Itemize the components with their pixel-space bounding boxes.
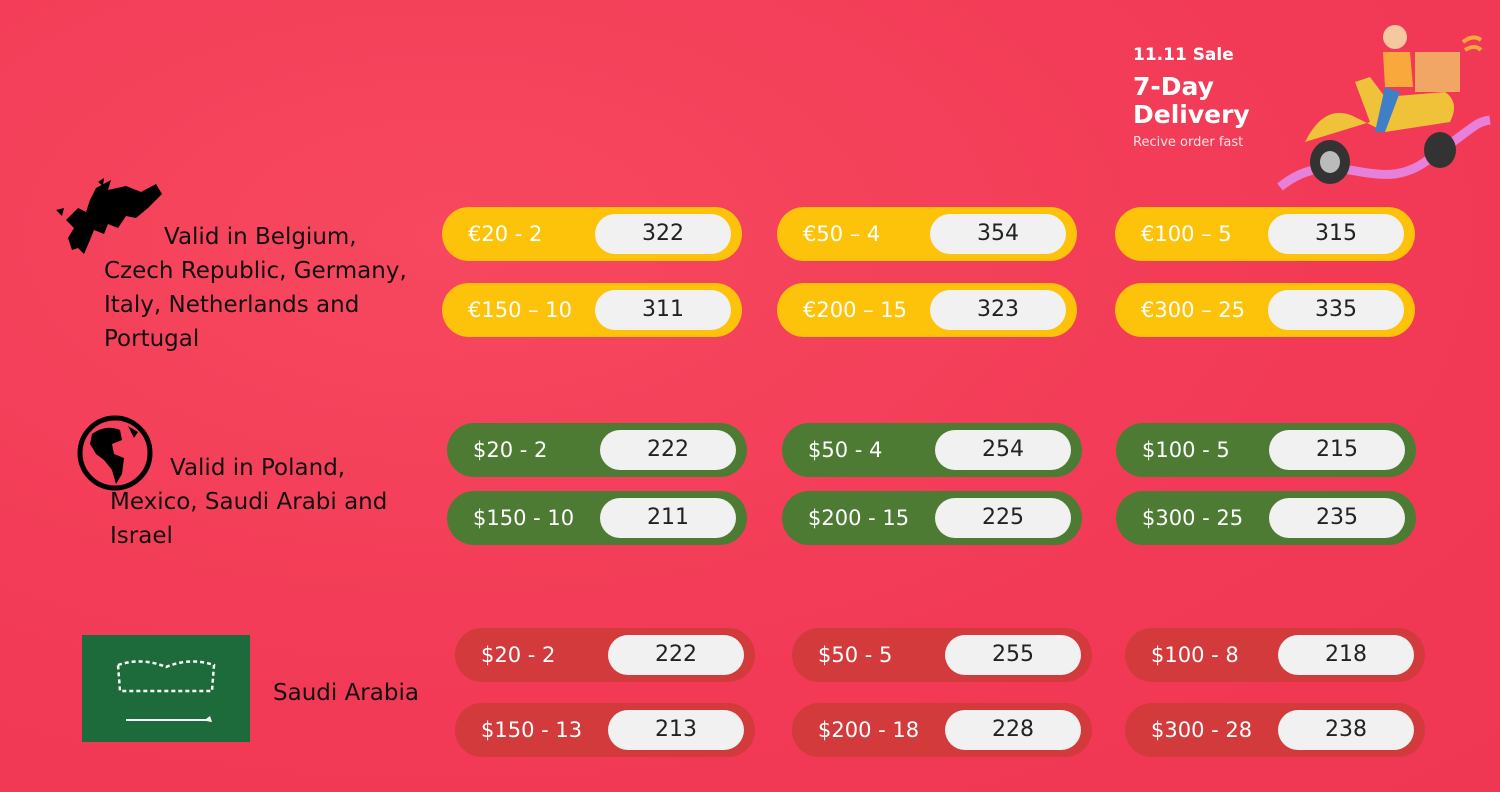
europe-map-icon bbox=[56, 178, 162, 254]
coupon-amount: $20 - 2 bbox=[473, 438, 548, 462]
group-label-saudi: Saudi Arabia bbox=[273, 680, 419, 706]
coupon-pill[interactable]: $200 - 15 225 bbox=[782, 491, 1082, 545]
coupon-code[interactable]: 323 bbox=[930, 290, 1066, 330]
coupon-amount: €200 – 15 bbox=[803, 298, 908, 322]
coupon-code[interactable]: 322 bbox=[595, 214, 731, 254]
coupon-code[interactable]: 311 bbox=[595, 290, 731, 330]
coupon-pill[interactable]: $150 - 10 211 bbox=[447, 491, 747, 545]
coupon-pill[interactable]: €100 – 5 315 bbox=[1115, 207, 1415, 261]
scooter-delivery-illustration bbox=[1277, 25, 1491, 191]
coupon-pill[interactable]: $20 - 2 222 bbox=[455, 628, 755, 682]
coupon-pill[interactable]: $50 - 5 255 bbox=[792, 628, 1092, 682]
headline: 7-Day Delivery bbox=[1133, 73, 1250, 129]
coupon-amount: $50 - 5 bbox=[818, 643, 893, 667]
headline-line-1: 7-Day bbox=[1133, 72, 1214, 101]
coupon-pill[interactable]: $20 - 2 222 bbox=[447, 423, 747, 477]
coupon-code[interactable]: 315 bbox=[1268, 214, 1404, 254]
coupon-pill[interactable]: $200 - 18 228 bbox=[792, 703, 1092, 757]
coupon-amount: $200 - 15 bbox=[808, 506, 910, 530]
coupon-pill[interactable]: $100 - 5 215 bbox=[1116, 423, 1416, 477]
coupon-pill[interactable]: €200 – 15 323 bbox=[777, 283, 1077, 337]
coupon-pill[interactable]: $100 - 8 218 bbox=[1125, 628, 1425, 682]
coupon-amount: $100 - 5 bbox=[1142, 438, 1230, 462]
coupon-code[interactable]: 225 bbox=[935, 498, 1071, 538]
coupon-pill[interactable]: €300 – 25 335 bbox=[1115, 283, 1415, 337]
coupon-code[interactable]: 215 bbox=[1269, 430, 1405, 470]
coupon-code[interactable]: 213 bbox=[608, 710, 744, 750]
coupon-pill[interactable]: €150 – 10 311 bbox=[442, 283, 742, 337]
coupon-code[interactable]: 255 bbox=[945, 635, 1081, 675]
coupon-pill[interactable]: $50 - 4 254 bbox=[782, 423, 1082, 477]
coupon-pill[interactable]: €20 - 2 322 bbox=[442, 207, 742, 261]
coupon-code[interactable]: 238 bbox=[1278, 710, 1414, 750]
coupon-pill[interactable]: $150 - 13 213 bbox=[455, 703, 755, 757]
coupon-code[interactable]: 222 bbox=[600, 430, 736, 470]
headline-line-2: Delivery bbox=[1133, 100, 1250, 129]
coupon-code[interactable]: 222 bbox=[608, 635, 744, 675]
coupon-code[interactable]: 254 bbox=[935, 430, 1071, 470]
coupon-amount: $150 - 10 bbox=[473, 506, 575, 530]
coupon-code[interactable]: 228 bbox=[945, 710, 1081, 750]
coupon-code[interactable]: 235 bbox=[1269, 498, 1405, 538]
coupon-amount: $50 - 4 bbox=[808, 438, 883, 462]
coupon-amount: $200 - 18 bbox=[818, 718, 920, 742]
coupon-code[interactable]: 218 bbox=[1278, 635, 1414, 675]
group-label-global: Valid in Poland, Mexico, Saudi Arabi and… bbox=[110, 455, 388, 549]
sale-title: 11.11 Sale bbox=[1133, 45, 1234, 65]
tagline: Recive order fast bbox=[1133, 135, 1244, 150]
coupon-amount: $20 - 2 bbox=[481, 643, 556, 667]
saudi-flag-icon bbox=[82, 635, 250, 742]
coupon-code[interactable]: 354 bbox=[930, 214, 1066, 254]
coupon-amount: $150 - 13 bbox=[481, 718, 583, 742]
coupon-code[interactable]: 211 bbox=[600, 498, 736, 538]
coupon-amount: €300 – 25 bbox=[1141, 298, 1246, 322]
coupon-amount: €150 – 10 bbox=[468, 298, 573, 322]
coupon-pill[interactable]: €50 – 4 354 bbox=[777, 207, 1077, 261]
coupon-amount: €20 - 2 bbox=[468, 222, 543, 246]
coupon-pill[interactable]: $300 - 28 238 bbox=[1125, 703, 1425, 757]
globe-icon bbox=[77, 415, 153, 491]
group-label-europe: Valid in Belgium, Czech Republic, German… bbox=[104, 224, 407, 352]
coupon-code[interactable]: 335 bbox=[1268, 290, 1404, 330]
coupon-amount: €50 – 4 bbox=[803, 222, 881, 246]
sale-banner: 11.11 Sale 7-Day Delivery Recive order f… bbox=[1133, 45, 1250, 150]
coupon-amount: $300 - 25 bbox=[1142, 506, 1244, 530]
coupon-amount: $300 - 28 bbox=[1151, 718, 1253, 742]
coupon-pill[interactable]: $300 - 25 235 bbox=[1116, 491, 1416, 545]
coupon-amount: €100 – 5 bbox=[1141, 222, 1232, 246]
coupon-amount: $100 - 8 bbox=[1151, 643, 1239, 667]
